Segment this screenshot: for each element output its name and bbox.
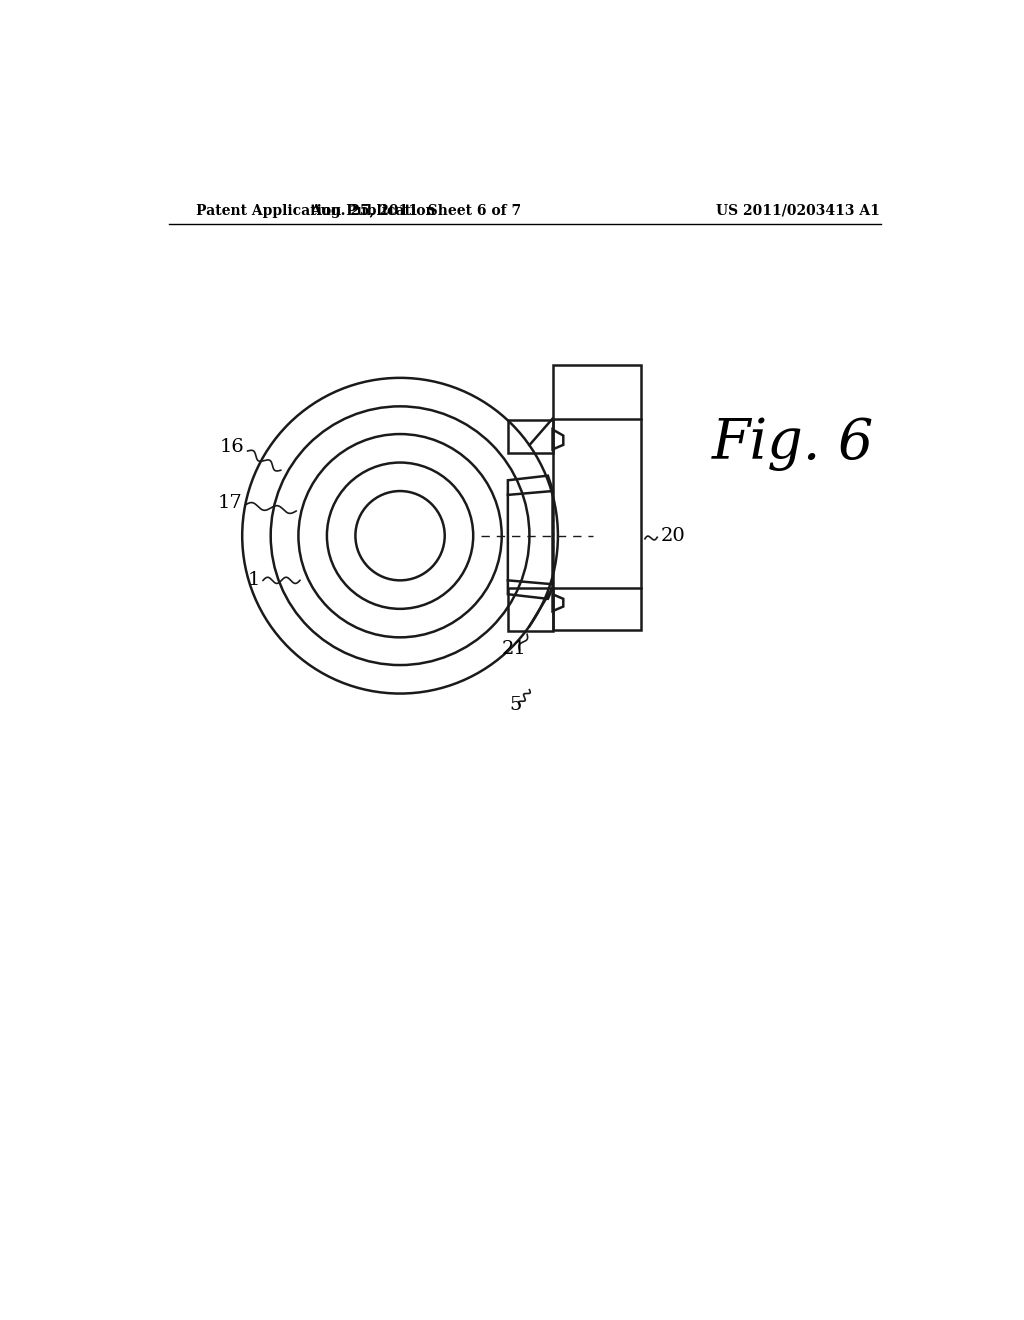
Text: 1: 1: [248, 572, 260, 589]
Text: Aug. 25, 2011  Sheet 6 of 7: Aug. 25, 2011 Sheet 6 of 7: [310, 203, 521, 218]
Text: 20: 20: [660, 527, 685, 545]
Text: Patent Application Publication: Patent Application Publication: [196, 203, 435, 218]
Text: 5: 5: [509, 696, 522, 714]
Text: Fig. 6: Fig. 6: [712, 416, 874, 471]
Text: 17: 17: [217, 495, 243, 512]
Text: US 2011/0203413 A1: US 2011/0203413 A1: [716, 203, 880, 218]
Bar: [553, 364, 641, 631]
Text: 16: 16: [220, 438, 245, 457]
Text: 21: 21: [502, 640, 526, 657]
